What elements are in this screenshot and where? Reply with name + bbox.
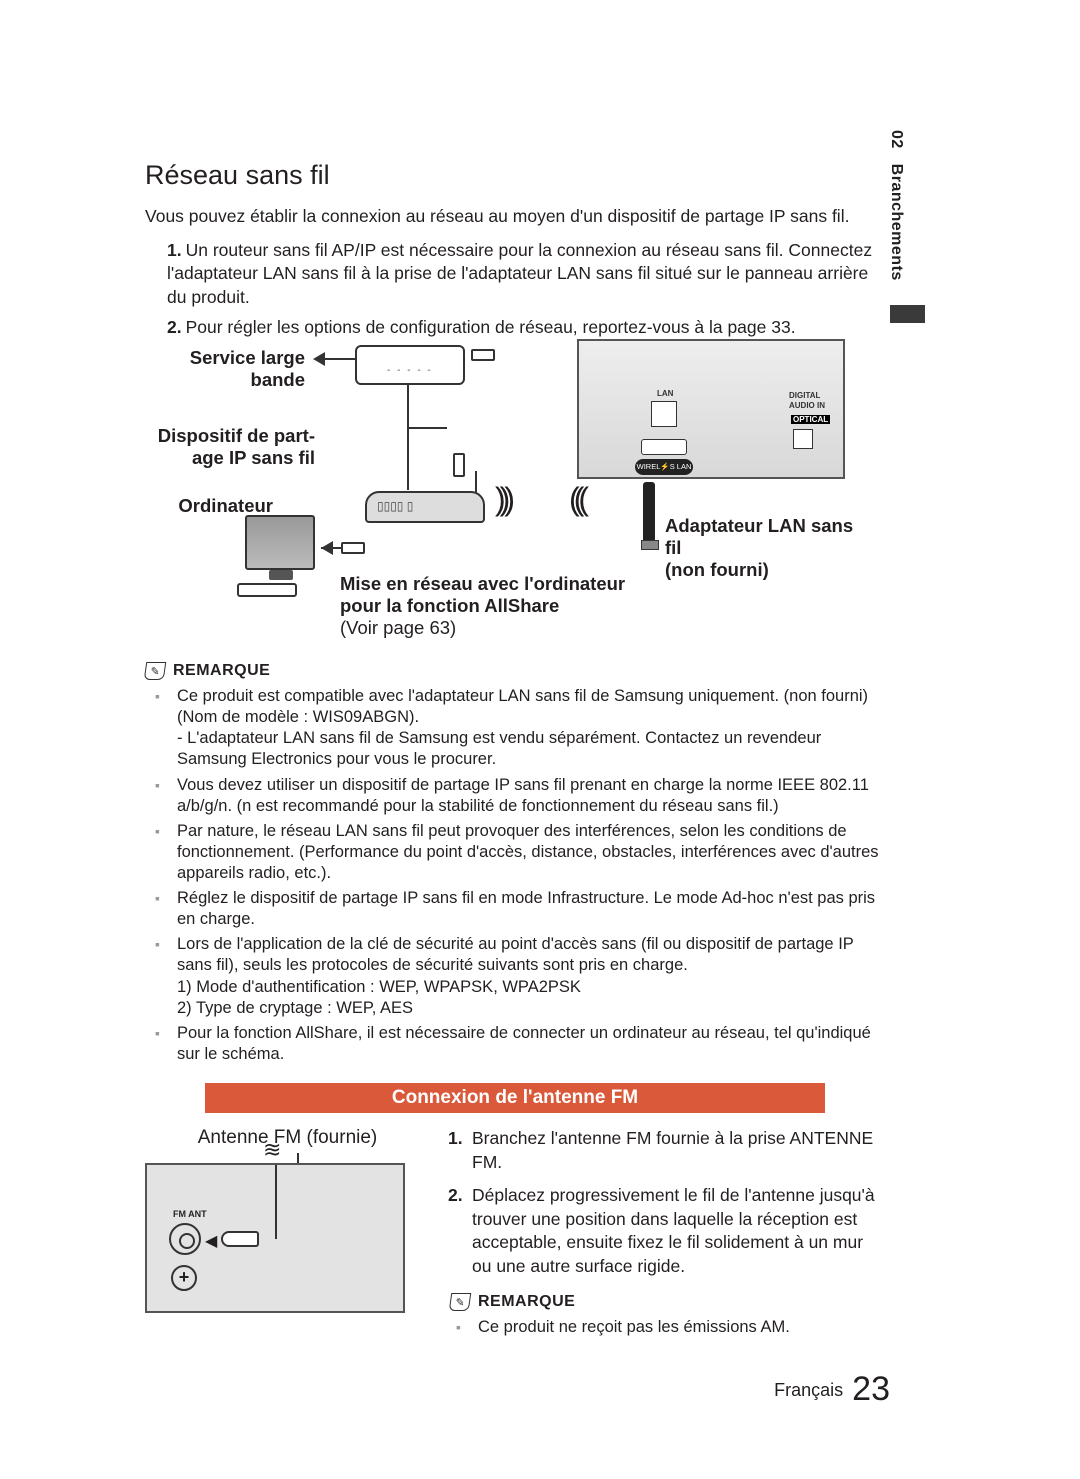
service-label: Service large bande [185,347,305,391]
coax-port-icon [169,1223,201,1255]
adapter-label: Adaptateur LAN sans fil (non fourni) [665,515,865,581]
page-content: Réseau sans fil Vous pouvez établir la c… [145,160,885,1342]
side-tab: 02 Branchements [887,130,905,281]
optical-port-icon [793,429,813,449]
note-item: Ce produit est compatible avec l'adaptat… [177,686,885,770]
jack-icon [221,1231,259,1247]
wifi-waves-icon: ))) [495,481,509,518]
lan-port-icon [651,401,677,427]
modem-icon [355,345,465,385]
wlan-port-icon [641,439,687,455]
arrow-icon [313,352,325,366]
note-item: Vous devez utiliser un dispositif de par… [177,775,885,817]
fm-steps: 1.Branchez l'antenne FM fournie à la pri… [448,1127,885,1279]
plug-icon [453,453,465,477]
allshare-label: Mise en réseau avec l'ordinateur pour la… [340,573,660,639]
chapter-name: Branchements [888,164,905,281]
chapter-number: 02 [888,130,905,149]
fm-section: Antenne FM (fournie) FM ANT + ≋ 1.Branch… [145,1127,885,1342]
footer-lang: Français [774,1380,843,1400]
remarque-label: REMARQUE [173,662,270,680]
fm-section-bar: Connexion de l'antenne FM [205,1083,825,1113]
computer-icon [245,515,315,570]
wifi-notes-list: Ce produit est compatible avec l'adaptat… [145,686,885,1065]
plug-icon [341,542,365,554]
note-item: Par nature, le réseau LAN sans fil peut … [177,821,885,884]
back-panel-icon: LAN DIGITAL AUDIO IN OPTICAL WIREL⚡S LAN [577,339,845,479]
fm-step: 2.Déplacez progressivement le fil de l'a… [448,1184,885,1279]
note-item: Réglez le dispositif de partage IP sans … [177,888,885,930]
wire [407,385,409,490]
fm-step: 1.Branchez l'antenne FM fournie à la pri… [448,1127,885,1174]
arrow-icon [321,541,333,555]
usb-adapter-icon [643,482,655,542]
network-diagram: Service large bande Dispositif de part- … [145,347,845,652]
side-tab-marker [890,305,925,323]
keyboard-icon [237,583,297,597]
footer-page-number: 23 [852,1370,890,1408]
wire [275,1165,277,1239]
wire [407,427,447,429]
plus-icon: + [171,1265,197,1291]
note-item: Pour la fonction AllShare, il est nécess… [177,1023,885,1065]
wifi-waves-icon: ))) [575,481,589,518]
fm-left: Antenne FM (fournie) FM ANT + ≋ [145,1127,430,1342]
remarque-label: REMARQUE [478,1293,575,1311]
note-item: Ce produit ne reçoit pas les émissions A… [478,1317,885,1338]
note-item: Lors de l'application de la clé de sécur… [177,934,885,1018]
fmant-label: FM ANT [173,1209,207,1219]
wifi-step: 2.Pour régler les options de configurati… [167,316,885,340]
fm-panel-icon: FM ANT + ≋ [145,1163,405,1313]
section-title: Réseau sans fil [145,160,885,191]
antenna-wave-icon: ≋ [263,1137,281,1163]
wifi-steps: 1.Un routeur sans fil AP/IP est nécessai… [145,239,885,340]
fm-antenna-title: Antenne FM (fournie) [145,1127,430,1149]
note-icon: ✎ [144,662,167,680]
router-label: Dispositif de part- age IP sans fil [135,425,315,469]
router-icon [365,491,485,523]
pc-label: Ordinateur [173,495,273,517]
intro-text: Vous pouvez établir la connexion au rése… [145,205,885,229]
wifi-step: 1.Un routeur sans fil AP/IP est nécessai… [167,239,885,310]
note-icon: ✎ [449,1293,472,1311]
page-footer: Français 23 [774,1370,890,1409]
remarque-header: ✎ REMARQUE [145,662,885,680]
remarque-header: ✎ REMARQUE [450,1293,885,1311]
plug-icon [471,349,495,361]
fm-right: 1.Branchez l'antenne FM fournie à la pri… [448,1127,885,1342]
fm-notes-list: Ce produit ne reçoit pas les émissions A… [448,1317,885,1338]
